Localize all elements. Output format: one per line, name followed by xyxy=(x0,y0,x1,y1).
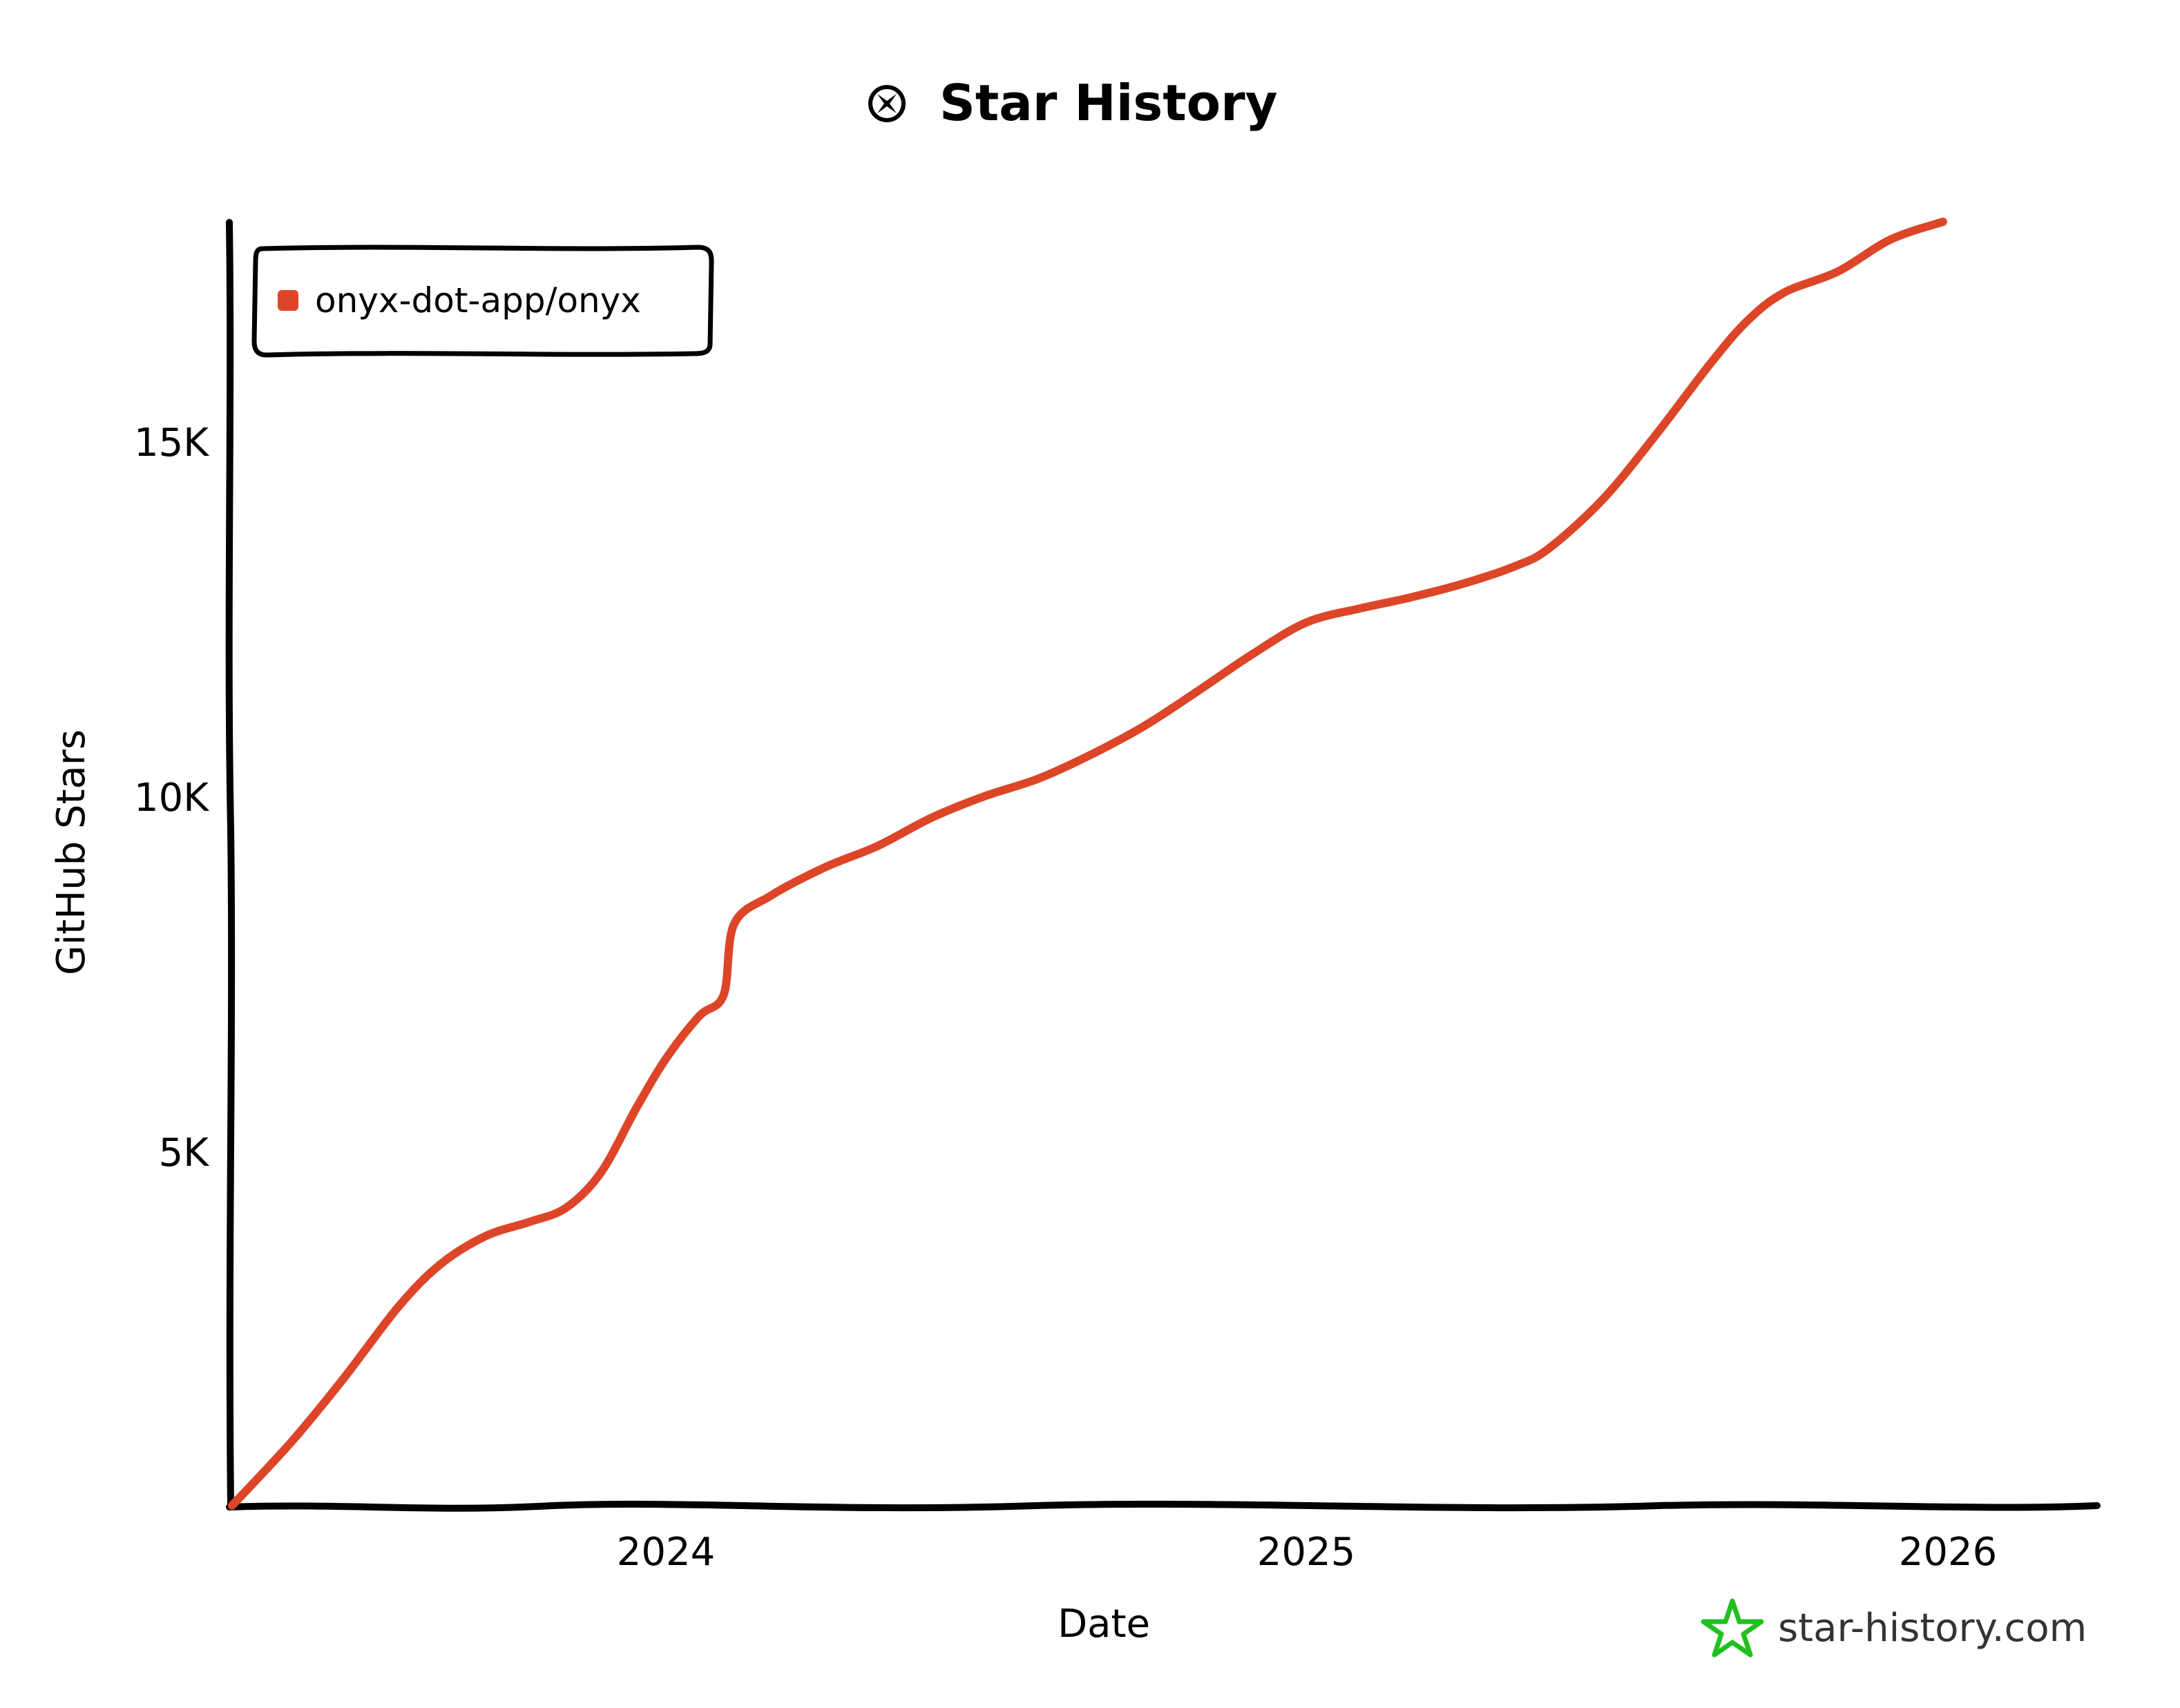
x-axis-ticks: 2024 2025 2026 xyxy=(617,1530,1998,1575)
series-line-onyx xyxy=(227,218,1947,1510)
x-tick-label: 2024 xyxy=(617,1530,716,1575)
chart-title: Star History xyxy=(939,74,1278,132)
legend-swatch xyxy=(278,290,298,311)
chart-legend: onyx-dot-app/onyx xyxy=(251,244,714,358)
y-tick-label: 5K xyxy=(159,1131,210,1176)
star-history-logo-icon xyxy=(868,85,906,122)
brand-watermark: star-history.com xyxy=(1701,1598,2087,1658)
x-tick-label: 2025 xyxy=(1257,1530,1356,1575)
brand-label: star-history.com xyxy=(1778,1606,2087,1651)
star-icon xyxy=(1701,1598,1764,1658)
x-tick-label: 2026 xyxy=(1899,1530,1998,1575)
chart-title-group: Star History xyxy=(868,74,1278,132)
y-axis-line xyxy=(225,219,236,1509)
x-axis-label: Date xyxy=(1058,1602,1150,1647)
legend-label: onyx-dot-app/onyx xyxy=(315,280,641,320)
y-tick-label: 15K xyxy=(134,421,209,466)
y-tick-label: 10K xyxy=(134,776,209,821)
x-axis-line xyxy=(226,1500,2101,1512)
y-axis-ticks: 5K 10K 15K xyxy=(134,421,209,1176)
y-axis-label: GitHub Stars xyxy=(49,729,94,975)
legend-box xyxy=(251,244,714,358)
